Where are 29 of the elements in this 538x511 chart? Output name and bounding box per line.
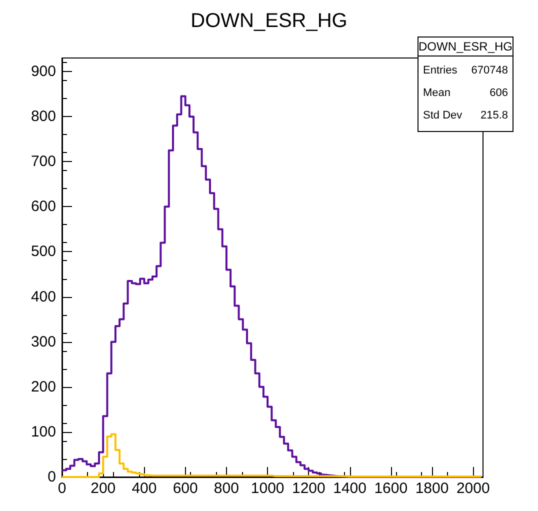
- annotation: Mean: [423, 86, 451, 99]
- chart-title: DOWN_ESR_HG: [190, 10, 348, 32]
- annotation: 670748: [471, 64, 508, 76]
- y-tick-label: 400: [30, 288, 56, 306]
- y-tick-label: 800: [30, 108, 56, 126]
- y-tick-label: 200: [30, 378, 56, 396]
- y-tick-label: 300: [30, 333, 56, 350]
- text: 606: [490, 86, 508, 99]
- y-tick-label: 100: [30, 423, 56, 440]
- x-tick-label: 1200: [292, 480, 326, 497]
- annotation: 215.8: [480, 109, 508, 122]
- y-tick-label: 700: [30, 153, 56, 170]
- x-tick-label: 400: [132, 480, 157, 497]
- x-tick-label: 800: [214, 480, 239, 497]
- x-tick-label: 600: [172, 480, 198, 497]
- x-tick-label: 1400: [333, 480, 366, 497]
- annotation: Std Dev: [423, 109, 463, 122]
- y-tick-label: 600: [30, 198, 56, 216]
- x-tick-label: 1000: [250, 480, 284, 497]
- x-tick-label: 1600: [374, 480, 408, 497]
- x-tick-label: 1800: [415, 480, 449, 497]
- x-tick-label: 200: [90, 480, 116, 497]
- y-tick-label: 500: [30, 243, 56, 260]
- annotation: Entries: [423, 64, 458, 76]
- y-tick-label: 900: [30, 63, 56, 80]
- x-tick-label: 2000: [456, 480, 490, 497]
- y-tick-label: 0: [48, 468, 56, 486]
- text: DOWN_ESR_HG: [418, 40, 513, 54]
- x-tick-label: 0: [58, 480, 66, 497]
